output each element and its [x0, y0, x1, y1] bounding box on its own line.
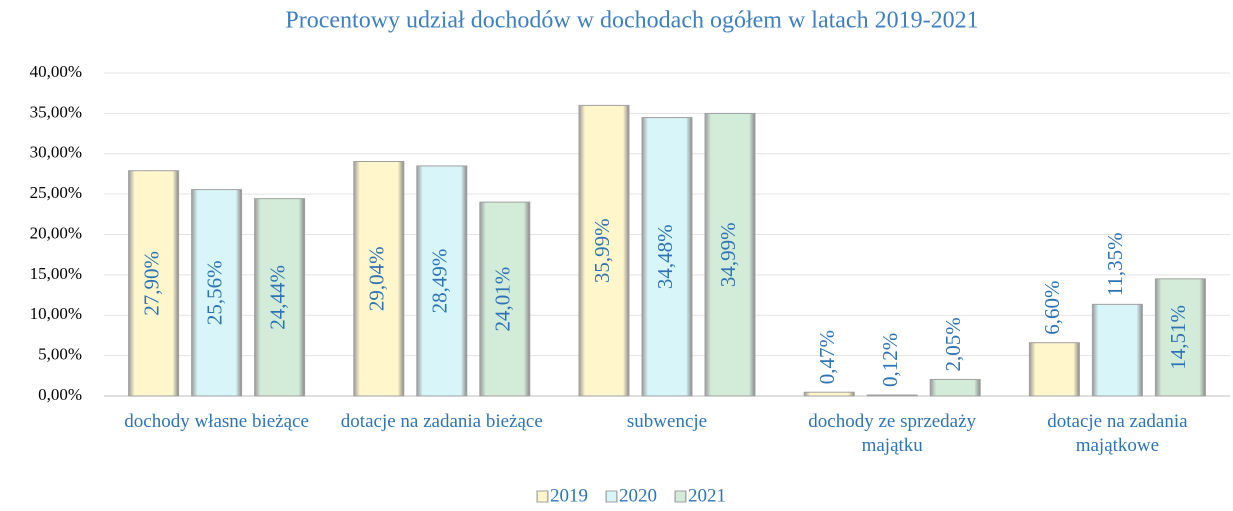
data-label: 28,49% [428, 249, 452, 314]
data-label: 14,51% [1166, 305, 1190, 370]
bar [929, 378, 981, 397]
data-label: 0,47% [815, 330, 839, 384]
bar [866, 394, 918, 397]
y-tick-label: 10,00% [30, 304, 82, 323]
legend-label: 2019 [550, 485, 588, 506]
legend-swatch [674, 490, 687, 503]
data-label: 29,04% [365, 246, 389, 311]
bar [704, 112, 756, 397]
y-tick-label: 35,00% [30, 102, 82, 121]
data-label: 27,90% [139, 251, 163, 316]
y-tick-label: 20,00% [30, 223, 82, 242]
bar [803, 391, 855, 397]
y-tick-label: 0,00% [38, 385, 82, 404]
bar [641, 117, 693, 397]
y-tick-label: 15,00% [30, 264, 82, 283]
bar [353, 161, 405, 397]
legend-swatch [536, 490, 549, 503]
data-label: 35,99% [590, 218, 614, 283]
bar [254, 198, 306, 397]
data-label: 24,44% [265, 265, 289, 330]
bar [1028, 342, 1080, 397]
bar [1091, 303, 1143, 397]
x-tick-label: dotacje na zadania bieżące [340, 411, 543, 432]
y-tick-label: 25,00% [30, 183, 82, 202]
bar [1154, 278, 1206, 397]
data-label: 25,56% [202, 260, 226, 325]
bar [191, 189, 243, 397]
x-tick-label: subwencje [626, 411, 708, 432]
data-label: 2,05% [941, 317, 965, 371]
data-label: 24,01% [491, 267, 515, 332]
legend-swatch [605, 490, 618, 503]
legend-label: 2021 [688, 485, 726, 506]
bar [416, 165, 468, 397]
data-label: 6,60% [1040, 280, 1064, 334]
x-tick-label: dotacje na zadania majątkowe [1047, 411, 1188, 456]
data-label: 34,99% [716, 222, 740, 287]
x-tick-label: dochody ze sprzedaży majątku [808, 411, 977, 456]
data-label: 11,35% [1103, 232, 1127, 296]
bar [479, 201, 531, 397]
chart-title: Procentowy udział dochodów w dochodach o… [285, 8, 978, 34]
data-label: 0,12% [878, 333, 902, 387]
bar [128, 170, 180, 397]
y-tick-label: 30,00% [30, 143, 82, 162]
y-tick-label: 40,00% [30, 62, 82, 81]
legend-label: 2020 [619, 485, 657, 506]
data-label: 34,48% [653, 224, 677, 289]
x-tick-label: dochody własne bieżące [124, 411, 309, 432]
bar [578, 104, 630, 397]
y-tick-label: 5,00% [38, 345, 82, 364]
